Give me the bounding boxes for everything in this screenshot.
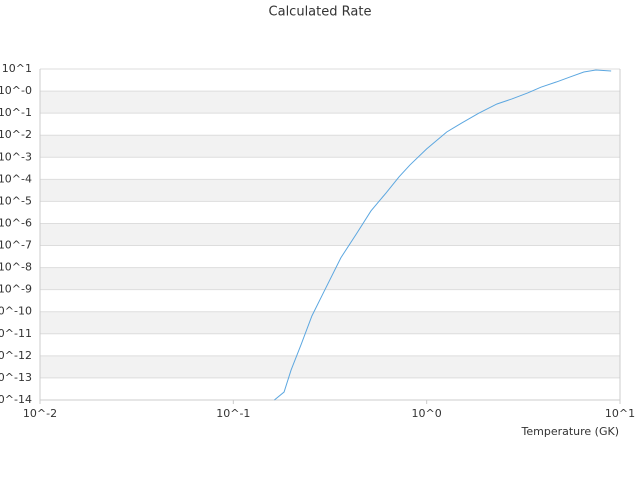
y-tick-label: 10^-14 bbox=[0, 393, 32, 406]
y-tick-label: 10^-12 bbox=[0, 349, 32, 362]
y-tick-label: 10^-8 bbox=[0, 261, 32, 274]
y-tick-label: 10^-13 bbox=[0, 371, 32, 384]
y-tick-label: 10^-7 bbox=[0, 239, 32, 252]
y-tick-label: 10^-10 bbox=[0, 305, 32, 318]
y-tick-label: 10^-4 bbox=[0, 172, 32, 185]
x-tick-label: 10^-2 bbox=[23, 407, 57, 420]
x-tick-label: 10^0 bbox=[412, 407, 442, 420]
y-tick-label: 10^-2 bbox=[0, 128, 32, 141]
grid-band bbox=[40, 223, 620, 246]
chart-title: Calculated Rate bbox=[269, 5, 372, 20]
grid-band bbox=[40, 91, 620, 114]
y-tick-label: 10^-0 bbox=[0, 84, 32, 97]
grid-band bbox=[40, 311, 620, 334]
y-tick-label: 10^-5 bbox=[0, 194, 32, 207]
y-tick-label: 10^-1 bbox=[0, 106, 32, 119]
x-tick-label: 10^1 bbox=[605, 407, 635, 420]
grid-band bbox=[40, 179, 620, 202]
x-axis-label: Temperature (GK) bbox=[521, 425, 620, 438]
grid-band bbox=[40, 135, 620, 158]
data-line bbox=[274, 69, 612, 401]
y-tick-label: 10^-11 bbox=[0, 327, 32, 340]
y-tick-label: 10^-3 bbox=[0, 150, 32, 163]
y-tick-label: 10^-9 bbox=[0, 283, 32, 296]
y-tick-label: 10^1 bbox=[2, 62, 32, 75]
grid-band bbox=[40, 355, 620, 378]
y-tick-label: 10^-6 bbox=[0, 216, 32, 229]
x-tick-label: 10^-1 bbox=[216, 407, 250, 420]
